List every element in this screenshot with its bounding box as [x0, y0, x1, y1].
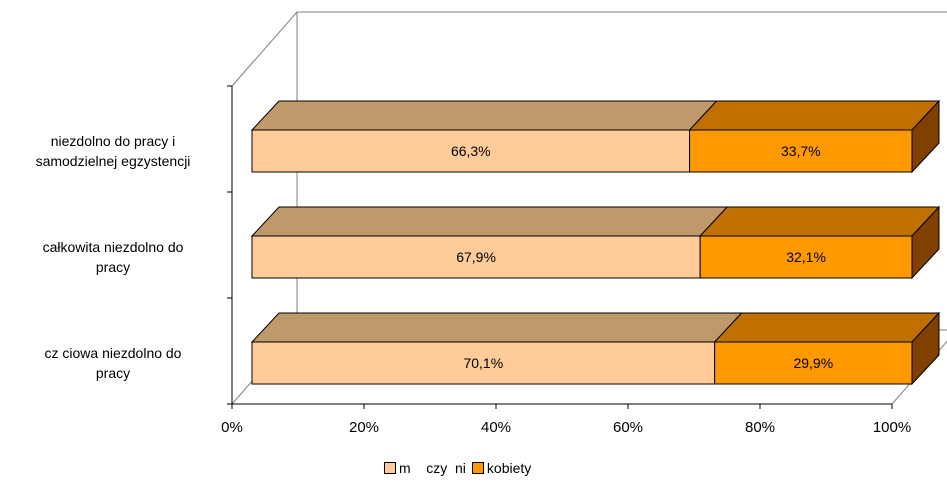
data-label: 70,1%	[463, 355, 503, 371]
legend: m czy ni kobiety	[384, 460, 531, 476]
bar-segment	[251, 129, 691, 173]
bar-segment	[251, 341, 716, 385]
legend-label-men: m czy ni	[399, 460, 466, 476]
x-axis-ticks: 0% 20% 40% 60% 80% 100%	[221, 404, 911, 436]
legend-swatch-women	[471, 462, 484, 474]
x-tick-label: 80%	[745, 419, 775, 436]
bar-segment	[714, 341, 913, 385]
bar-side-face	[911, 99, 940, 174]
bar-top-face	[250, 312, 743, 343]
legend-item-men: m czy ni	[384, 460, 466, 476]
x-tick-label: 60%	[613, 419, 643, 436]
category-label: niezdolno do pracy i samodzielnej egzyst…	[35, 133, 191, 169]
bar-top-face	[698, 206, 941, 237]
x-tick-label: 0%	[221, 419, 243, 436]
x-tick-label: 40%	[481, 419, 511, 436]
back-wall-edge	[231, 11, 947, 87]
data-label: 32,1%	[786, 249, 826, 265]
bar-top-face	[250, 100, 718, 131]
bar-side-face	[911, 205, 940, 280]
legend-label-women: kobiety	[486, 460, 532, 476]
data-label: 66,3%	[451, 143, 491, 159]
data-label: 29,9%	[793, 355, 833, 371]
chart-bars: 66,3% 33,7% 67,9% 32,1% 70,1% 29,9%	[250, 99, 941, 386]
x-tick-label: 100%	[873, 419, 911, 436]
legend-swatch-men	[384, 462, 396, 474]
x-tick-label: 20%	[349, 419, 379, 436]
bar-segment	[699, 235, 913, 279]
category-label: całkowita niezdolno do pracy	[42, 239, 184, 275]
bar-top-face	[713, 312, 941, 343]
data-label: 33,7%	[781, 143, 821, 159]
bar-top-face	[688, 100, 941, 131]
data-label: 67,9%	[456, 249, 496, 265]
legend-item-women: kobiety	[471, 460, 532, 476]
category-label: cz ciowa niezdolno do pracy	[44, 345, 182, 381]
bar-side-face	[911, 311, 940, 386]
bar-segment	[689, 129, 913, 173]
bar-top-face	[250, 206, 729, 237]
